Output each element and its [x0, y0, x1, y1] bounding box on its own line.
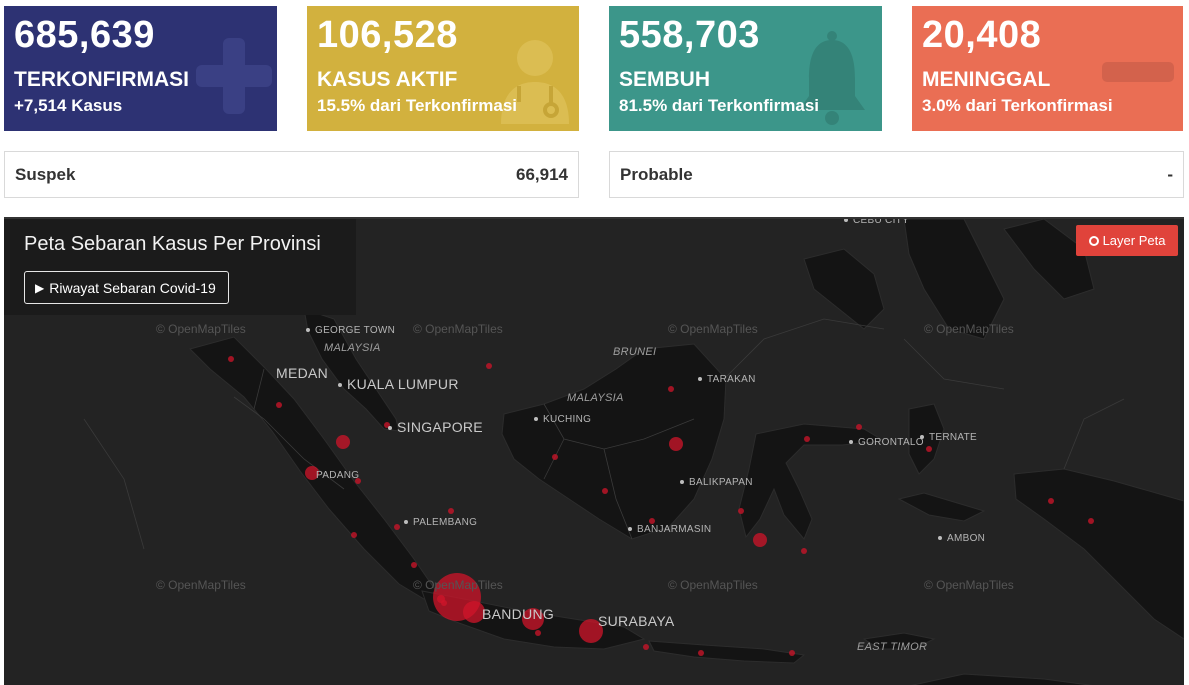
- map-attribution: © OpenMapTiles: [668, 578, 758, 592]
- confirmed-count: 685,639: [14, 14, 155, 56]
- layer-button-label: Layer Peta: [1102, 233, 1166, 248]
- label-gorontalo: GORONTALO: [849, 437, 924, 448]
- layer-button[interactable]: Layer Peta: [1076, 225, 1178, 256]
- history-button[interactable]: ▶ Riwayat Sebaran Covid-19: [24, 271, 229, 304]
- deaths-card: 20,408 MENINGGAL 3.0% dari Terkonfirmasi: [912, 6, 1183, 131]
- label-george-town: GEORGE TOWN: [306, 325, 395, 336]
- map-attribution: © OpenMapTiles: [156, 322, 246, 336]
- map-attribution: © OpenMapTiles: [413, 322, 503, 336]
- history-button-label: Riwayat Sebaran Covid-19: [49, 279, 216, 296]
- map-attribution: © OpenMapTiles: [924, 578, 1014, 592]
- active-count: 106,528: [317, 14, 458, 56]
- probable-label: Probable: [620, 164, 693, 184]
- plus-icon: [196, 38, 272, 114]
- confirmed-label: TERKONFIRMASI: [14, 68, 189, 91]
- label-bandung: BANDUNG: [482, 606, 555, 622]
- label-singapore: SINGAPORE: [388, 419, 483, 435]
- minus-icon: [1102, 62, 1174, 82]
- label-ternate: TERNATE: [920, 432, 977, 443]
- label-balikpapan: BALIKPAPAN: [680, 477, 753, 488]
- map-canvas[interactable]: [4, 219, 1184, 685]
- layers-icon: [1088, 235, 1099, 246]
- label-ambon: AMBON: [938, 533, 985, 544]
- doctor-icon: [501, 40, 569, 124]
- province-case-map[interactable]: © OpenMapTiles © OpenMapTiles © OpenMapT…: [4, 217, 1184, 685]
- map-attribution: © OpenMapTiles: [924, 322, 1014, 336]
- label-cebu-city: CEBU CITY: [844, 219, 909, 226]
- suspek-card: Suspek 66,914: [4, 151, 579, 198]
- label-surabaya: SURABAYA: [598, 613, 675, 629]
- label-banjarmasin: BANJARMASIN: [628, 524, 711, 535]
- map-attribution: © OpenMapTiles: [413, 578, 503, 592]
- label-east-timor: EAST TIMOR: [857, 641, 928, 653]
- recovered-label: SEMBUH: [619, 68, 711, 91]
- label-tarakan: TARAKAN: [698, 374, 756, 385]
- label-padang: PADANG: [316, 470, 360, 481]
- label-malaysia-east: MALAYSIA: [567, 392, 624, 404]
- label-medan: MEDAN: [276, 365, 329, 381]
- recovered-count: 558,703: [619, 14, 760, 56]
- case-bubbles: [228, 356, 1094, 656]
- map-title-panel: Peta Sebaran Kasus Per Provinsi ▶ Riwaya…: [4, 219, 356, 315]
- deaths-count: 20,408: [922, 14, 1042, 56]
- active-card: 106,528 KASUS AKTIF 15.5% dari Terkonfir…: [307, 6, 579, 131]
- label-kuching: KUCHING: [534, 414, 591, 425]
- deaths-label: MENINGGAL: [922, 68, 1051, 91]
- deaths-percentage: 3.0% dari Terkonfirmasi: [922, 96, 1113, 115]
- confirmed-new-cases: +7,514 Kasus: [14, 96, 123, 115]
- confirmed-card: 685,639 TERKONFIRMASI +7,514 Kasus: [4, 6, 277, 131]
- map-title: Peta Sebaran Kasus Per Provinsi: [24, 233, 321, 255]
- play-icon: ▶: [35, 280, 45, 295]
- bell-icon: [799, 31, 865, 125]
- probable-card: Probable -: [609, 151, 1184, 198]
- suspek-label: Suspek: [15, 164, 76, 184]
- label-malaysia-west: MALAYSIA: [324, 342, 381, 354]
- suspek-value: 66,914: [516, 164, 568, 184]
- map-attribution: © OpenMapTiles: [156, 578, 246, 592]
- label-brunei: BRUNEI: [613, 346, 657, 358]
- recovered-percentage: 81.5% dari Terkonfirmasi: [619, 96, 819, 115]
- label-palembang: PALEMBANG: [404, 517, 477, 528]
- recovered-card: 558,703 SEMBUH 81.5% dari Terkonfirmasi: [609, 6, 882, 131]
- active-percentage: 15.5% dari Terkonfirmasi: [317, 96, 517, 115]
- active-label: KASUS AKTIF: [317, 68, 458, 91]
- probable-value: -: [1167, 164, 1173, 184]
- map-attribution: © OpenMapTiles: [668, 322, 758, 336]
- label-kuala-lumpur: KUALA LUMPUR: [338, 376, 459, 392]
